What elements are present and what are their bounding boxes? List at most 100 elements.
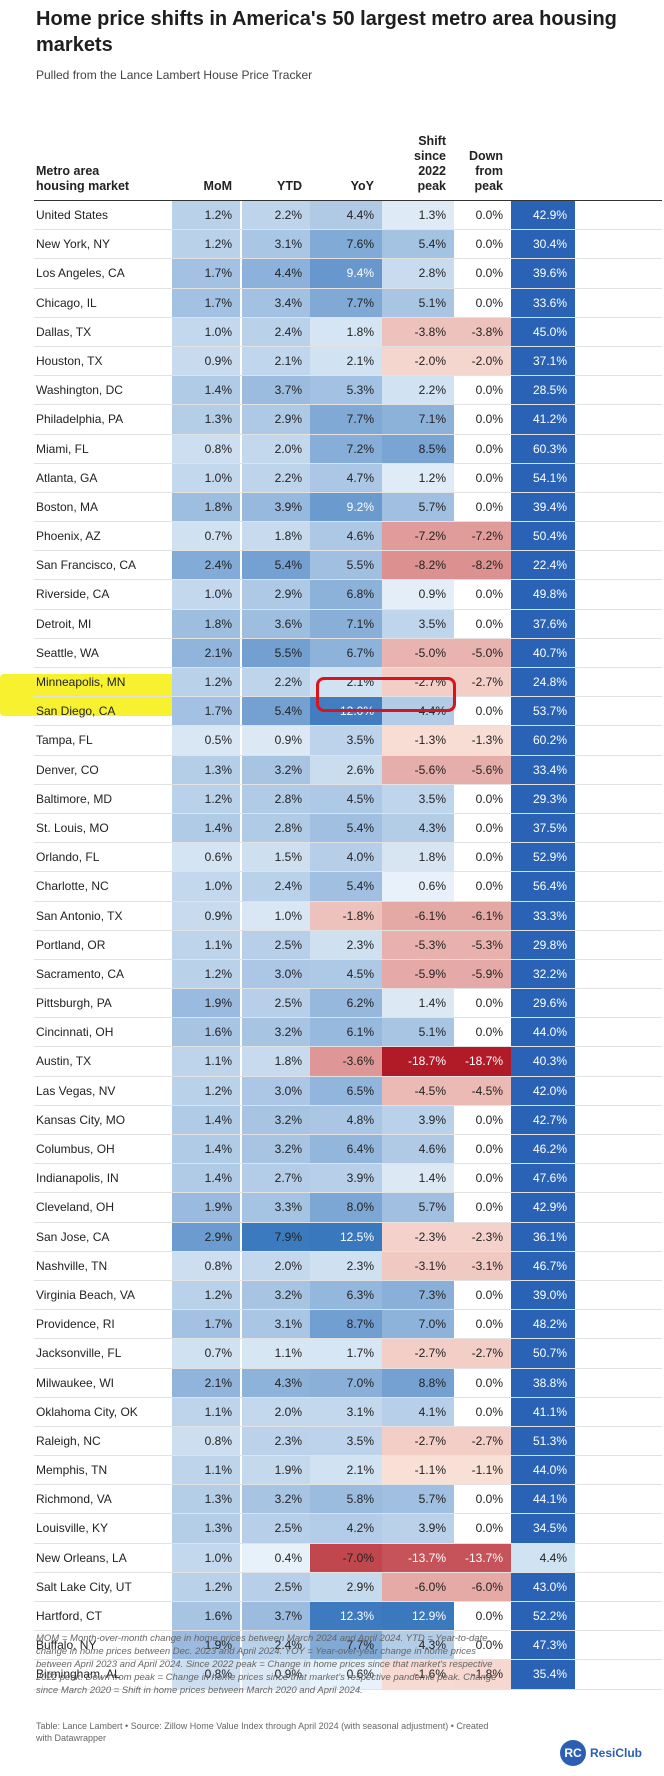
value-cell: 2.2% [382, 376, 454, 405]
value-cell: -5.6% [382, 755, 454, 784]
value-cell: 9.4% [310, 259, 382, 288]
value-cell: 0.0% [475, 1200, 503, 1215]
value-cell: 44.1% [511, 1485, 575, 1514]
value-cell: -2.7% [454, 668, 511, 697]
value-cell: 0.0% [475, 383, 503, 398]
value-cell: 3.9% [382, 1514, 454, 1543]
value-cell: 0.0% [475, 820, 503, 835]
table-row: Sacramento, CA 1.2% 3.0% 4.5% -5.9% -5.9% 32.2… [34, 959, 662, 990]
table-row: Milwaukee, WI 2.1% 4.3% 7.0% 8.8% 0.0% 38.8% [34, 1368, 662, 1398]
value-cell: 22.4% [511, 551, 575, 580]
value-cell: 2.8% [242, 813, 310, 843]
value-cell: 1.0% [172, 1543, 240, 1572]
metro-name: New Orleans, LA [36, 1550, 127, 1565]
value-cell: -6.0% [454, 1572, 511, 1601]
value-cell: 1.0% [172, 317, 240, 346]
value-cell: 47.3% [511, 1631, 575, 1660]
metro-name: St. Louis, MO [36, 820, 109, 835]
column-header: MoM [203, 179, 232, 193]
value-cell: 2.8% [382, 259, 454, 288]
value-cell: 3.1% [242, 230, 310, 259]
value-cell: 5.4% [310, 872, 382, 901]
value-cell: 54.1% [511, 463, 575, 492]
value-cell: -1.3% [454, 726, 511, 755]
value-cell: 1.6% [172, 1602, 240, 1631]
value-cell: -4.5% [454, 1076, 511, 1105]
metro-name: Providence, RI [36, 1317, 115, 1332]
metro-name: Virginia Beach, VA [36, 1287, 135, 1302]
metro-name: Austin, TX [36, 1054, 92, 1069]
value-cell: 4.5% [310, 784, 382, 813]
metro-name: Louisville, KY [36, 1521, 109, 1536]
table-row: Atlanta, GA 1.0% 2.2% 4.7% 1.2% 0.0% 54.1% [34, 463, 662, 493]
value-cell: 36.1% [511, 1222, 575, 1251]
value-cell: 1.9% [172, 1631, 240, 1660]
value-cell: -1.8% [454, 1660, 511, 1689]
value-cell: 32.2% [511, 959, 575, 989]
value-cell: -1.6% [382, 1660, 454, 1689]
value-cell: 1.2% [172, 1572, 240, 1601]
value-cell: -2.7% [382, 1339, 454, 1368]
value-cell: 1.2% [172, 959, 240, 989]
value-cell: 0.8% [172, 1660, 240, 1689]
value-cell: 1.8% [172, 609, 240, 638]
value-cell: 6.5% [310, 1076, 382, 1105]
value-cell: 0.6% [382, 872, 454, 901]
value-cell: 46.2% [511, 1135, 575, 1164]
value-cell: 1.4% [172, 1164, 240, 1193]
value-cell: 0.9% [172, 901, 240, 930]
logo-text: ResiClub [590, 1746, 643, 1760]
value-cell: -2.3% [382, 1222, 454, 1251]
value-cell: 2.0% [242, 1251, 310, 1280]
table-row: Providence, RI 1.7% 3.1% 8.7% 7.0% 0.0% 48.2% [34, 1310, 662, 1340]
value-cell: 50.4% [511, 522, 575, 551]
value-cell: 0.9% [172, 346, 240, 376]
value-cell: 49.8% [511, 580, 575, 609]
value-cell: 1.3% [172, 755, 240, 784]
value-cell: 33.6% [511, 288, 575, 317]
value-cell: 1.9% [172, 989, 240, 1018]
metro-name: United States [36, 208, 109, 222]
value-cell: 2.1% [310, 1456, 382, 1485]
value-cell: 1.9% [172, 1193, 240, 1222]
value-cell: 2.4% [242, 317, 310, 346]
metro-name: Memphis, TN [36, 1463, 108, 1478]
value-cell: 4.3% [382, 813, 454, 843]
value-cell: 0.0% [475, 587, 503, 602]
value-cell: -3.1% [382, 1251, 454, 1280]
value-cell: 5.8% [310, 1485, 382, 1514]
resiclub-logo: RC ResiClub [560, 1740, 664, 1768]
value-cell: 1.8% [310, 317, 382, 346]
table-row: St. Louis, MO 1.4% 2.8% 5.4% 4.3% 0.0% 37.5% [34, 813, 662, 844]
red-circle-annotation [316, 677, 456, 712]
value-cell: 1.4% [172, 376, 240, 405]
value-cell: 4.0% [310, 843, 382, 872]
value-cell: 28.5% [511, 376, 575, 405]
table-row: Los Angeles, CA 1.7% 4.4% 9.4% 2.8% 0.0% 39.6% [34, 259, 662, 289]
value-cell: 1.8% [382, 843, 454, 872]
value-cell: 1.3% [172, 1514, 240, 1543]
value-cell: 5.1% [382, 1018, 454, 1047]
value-cell: 1.2% [172, 668, 240, 697]
value-cell: 0.0% [475, 470, 503, 485]
value-cell: 37.5% [511, 813, 575, 843]
value-cell: -8.2% [454, 551, 511, 580]
value-cell: 2.9% [242, 405, 310, 434]
metro-name: Cincinnati, OH [36, 1025, 114, 1040]
metro-name: San Jose, CA [36, 1229, 110, 1244]
value-cell: 60.2% [511, 726, 575, 755]
metro-name: Los Angeles, CA [36, 266, 125, 281]
metro-name: Oklahoma City, OK [36, 1404, 138, 1419]
value-cell: 2.8% [242, 784, 310, 813]
value-cell: 52.9% [511, 843, 575, 872]
value-cell: 3.2% [242, 755, 310, 784]
metro-name: Salt Lake City, UT [36, 1579, 132, 1594]
value-cell: 42.0% [511, 1076, 575, 1105]
value-cell: 1.7% [172, 1310, 240, 1339]
table-row: Seattle, WA 2.1% 5.5% 6.7% -5.0% -5.0% 40.7% [34, 638, 662, 668]
value-cell: -5.0% [382, 638, 454, 667]
source-line: Table: Lance Lambert • Source: Zillow Ho… [36, 1721, 489, 1743]
metro-name: Atlanta, GA [36, 470, 98, 485]
value-cell: 5.4% [310, 813, 382, 843]
